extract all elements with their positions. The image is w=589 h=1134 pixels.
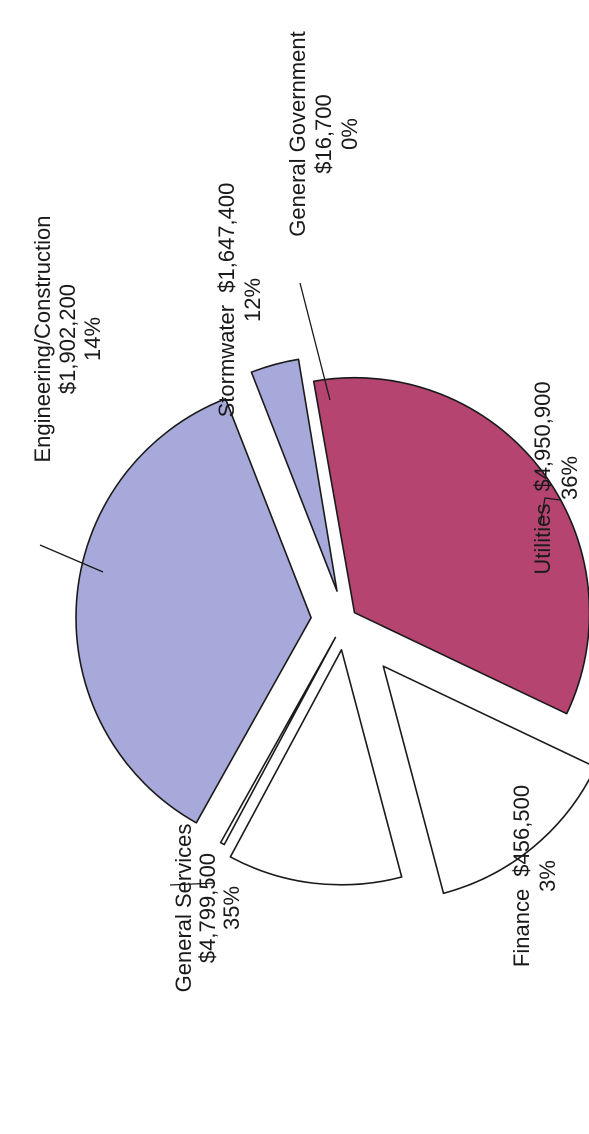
slice-label-engineering: Engineering/Construction $1,902,200 14% xyxy=(30,215,105,462)
label-finance-percent: 3% xyxy=(535,860,560,892)
label-finance-name: Finance xyxy=(509,889,534,967)
label-finance-amount: $456,500 xyxy=(509,785,534,877)
label-stormwater-percent: 12% xyxy=(240,278,265,322)
label-utilities-line1: Utilities $4,950,900 xyxy=(530,381,555,574)
label-general-government-amount: $16,700 xyxy=(311,94,336,174)
label-utilities-name: Utilities xyxy=(530,504,555,575)
pie-slice-finance xyxy=(250,358,338,592)
label-utilities-percent: 36% xyxy=(557,456,582,500)
leader-line-general-services xyxy=(169,882,216,886)
leader-lines xyxy=(39,282,561,886)
label-stormwater-line1: Stormwater $1,647,400 xyxy=(214,183,239,418)
slice-label-finance: Finance $456,500 3% xyxy=(509,785,560,967)
pie-slice-stormwater xyxy=(229,649,403,886)
label-stormwater-name: Stormwater xyxy=(214,305,239,417)
label-utilities-amount: $4,950,900 xyxy=(530,381,555,491)
label-general-government-name: General Government xyxy=(285,31,310,236)
label-finance-line1: Finance $456,500 xyxy=(509,785,534,967)
leader-line-engineering-construction xyxy=(39,544,104,573)
leader-line-utilities xyxy=(539,497,561,526)
leader-line-general-government xyxy=(299,282,331,401)
label-general-government-percent: 0% xyxy=(337,118,362,150)
label-general-services-amount: $4,799,500 xyxy=(195,853,220,963)
label-engineering-amount: $1,902,200 xyxy=(55,284,80,394)
slice-label-general-services: General Services $4,799,500 35% xyxy=(171,824,244,993)
slice-labels: General Services $4,799,500 35% Engineer… xyxy=(30,31,582,992)
pie-slices xyxy=(75,358,589,895)
pie-slice-engineering-construction xyxy=(382,665,589,895)
slice-label-utilities: Utilities $4,950,900 36% xyxy=(530,381,582,574)
slice-label-stormwater: Stormwater $1,647,400 12% xyxy=(214,183,265,418)
label-general-services-percent: 35% xyxy=(219,886,244,930)
pie-slice-general-government xyxy=(219,636,337,846)
label-general-services-name: General Services xyxy=(171,824,196,993)
pie-slice-general-services xyxy=(312,376,589,715)
label-engineering-percent: 14% xyxy=(80,317,105,361)
label-engineering-name: Engineering/Construction xyxy=(30,215,55,462)
pie-slice-utilities xyxy=(75,398,312,824)
label-stormwater-amount: $1,647,400 xyxy=(214,183,239,293)
slice-label-general-government: General Government $16,700 0% xyxy=(285,31,362,236)
